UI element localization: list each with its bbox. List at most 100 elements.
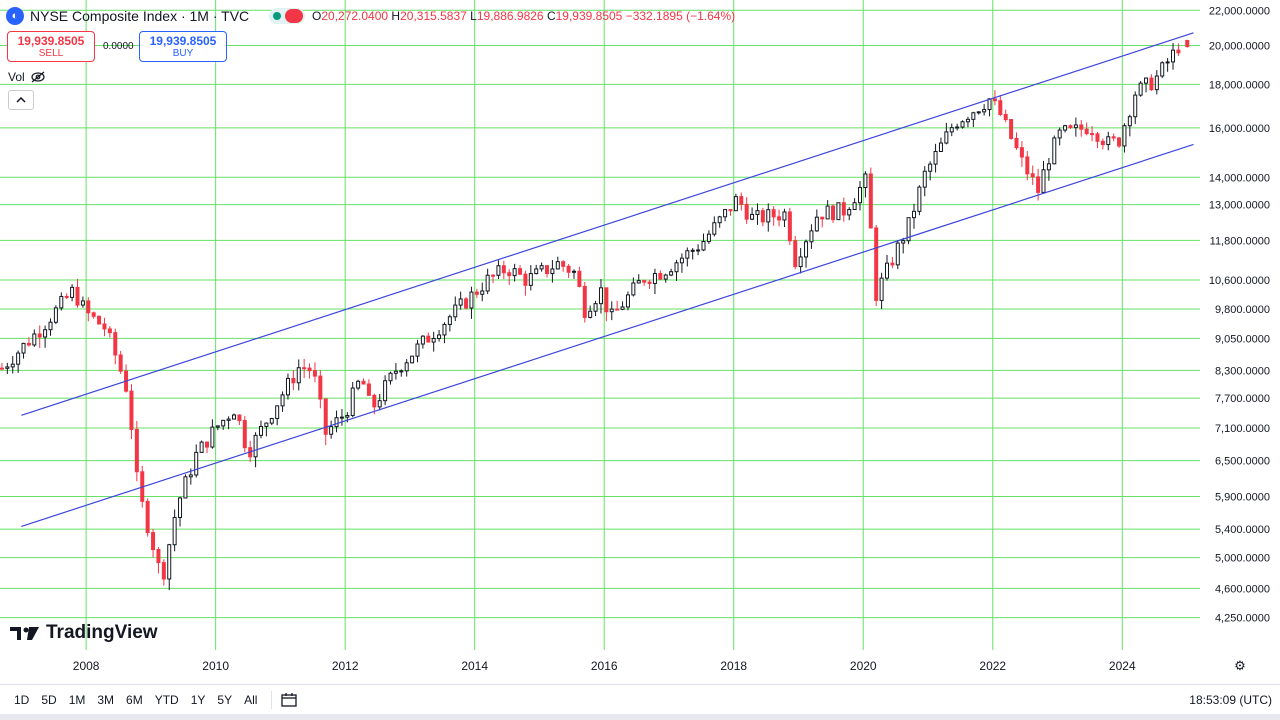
volume-legend: Vol — [8, 70, 45, 84]
tradingview-watermark: TradingView — [10, 622, 158, 644]
range-button-5d[interactable]: 5D — [41, 692, 57, 707]
candle-body — [361, 380, 366, 385]
sell-button[interactable]: 19,939.8505 SELL — [7, 31, 95, 62]
range-button-1m[interactable]: 1M — [68, 692, 86, 707]
candle-body — [604, 287, 609, 313]
candle-body — [852, 202, 857, 210]
y-tick-label: 5,400.0000 — [1215, 524, 1270, 536]
candle-body — [91, 312, 96, 317]
x-tick-label: 2022 — [979, 659, 1006, 673]
candle-body — [706, 233, 711, 243]
candle-body — [965, 118, 970, 123]
spread-value: 0.0000 — [103, 41, 134, 52]
status-icon[interactable] — [269, 8, 306, 24]
candle-body — [750, 213, 755, 220]
chevron-up-icon — [16, 97, 26, 103]
range-button-6m[interactable]: 6M — [126, 692, 143, 707]
candle-body — [652, 273, 657, 284]
candle-body — [102, 323, 107, 330]
symbol-title[interactable]: NYSE Composite Index · 1M · TVC — [30, 8, 250, 24]
candle-body — [868, 173, 873, 229]
candle-body — [922, 170, 927, 188]
candle-body — [178, 497, 183, 518]
candle-body — [1165, 61, 1170, 64]
candle-body — [210, 426, 215, 448]
upper-channel-line — [21, 32, 1194, 416]
candle-body — [388, 372, 393, 382]
candle-body — [474, 291, 479, 295]
candle-body — [16, 352, 21, 365]
low-value: 19,886.9826 — [476, 9, 544, 23]
candle-body — [70, 286, 75, 298]
candle-body — [944, 131, 949, 144]
y-tick-label: 5,900.0000 — [1215, 491, 1270, 503]
candle-body — [37, 333, 42, 338]
candle-body — [814, 216, 819, 232]
candle-body — [1090, 133, 1095, 136]
candle-body — [437, 334, 442, 339]
candle-body — [674, 262, 679, 273]
low-label: L — [470, 9, 477, 23]
candle-body — [215, 425, 220, 428]
candle-body — [151, 532, 156, 551]
change-value: −332.1895 (−1.64%) — [625, 9, 736, 23]
utc-clock[interactable]: 18:53:09 (UTC) — [1189, 692, 1272, 707]
candle-body — [307, 367, 312, 372]
candle-body — [0, 367, 4, 370]
y-tick-label: 7,100.0000 — [1215, 423, 1270, 435]
candle-body — [938, 142, 943, 152]
price-chart[interactable]: 22,000.0000 20,000.0000 18,000.0000 16,000.… — [0, 0, 1280, 684]
y-tick-label: 8,300.0000 — [1215, 365, 1270, 377]
candle-body — [172, 516, 177, 546]
range-button-1d[interactable]: 1D — [14, 692, 30, 707]
candle-body — [739, 196, 744, 205]
candle-body — [1185, 40, 1190, 48]
open-label: O — [312, 9, 322, 23]
candle-body — [393, 370, 398, 374]
candle-body — [53, 307, 58, 323]
range-button-3m[interactable]: 3M — [97, 692, 115, 707]
candle-body — [545, 265, 550, 275]
candle-body — [1068, 125, 1073, 129]
range-button-all[interactable]: All — [244, 692, 258, 707]
candle-body — [598, 287, 603, 305]
gear-icon[interactable]: ⚙ — [1234, 658, 1246, 673]
candle-body — [242, 420, 247, 449]
candle-body — [156, 549, 161, 564]
sell-price: 19,939.8505 — [17, 34, 85, 48]
candle-body — [485, 274, 490, 292]
candle-body — [858, 187, 863, 204]
candle-body — [399, 370, 404, 373]
candle-body — [237, 414, 242, 422]
candle-body — [507, 272, 512, 277]
x-tick-label: 2016 — [591, 659, 618, 673]
candle-body — [998, 100, 1003, 115]
range-button-1y[interactable]: 1Y — [190, 692, 206, 707]
candle-body — [879, 277, 884, 301]
candle-body — [334, 417, 339, 428]
collapse-legend-button[interactable] — [8, 90, 34, 110]
candle-body — [264, 422, 269, 427]
candle-body — [496, 265, 501, 276]
calendar-range-icon[interactable] — [280, 692, 298, 708]
candle-body — [777, 216, 782, 221]
close-label: C — [546, 9, 556, 23]
candle-body — [518, 268, 523, 275]
candle-body — [728, 209, 733, 212]
candle-body — [890, 262, 895, 266]
y-tick-label: 18,000.0000 — [1209, 79, 1270, 91]
eye-off-icon[interactable] — [31, 71, 45, 83]
y-tick-label: 13,000.0000 — [1209, 200, 1270, 212]
range-button-5y[interactable]: 5Y — [217, 692, 233, 707]
y-tick-label: 22,000.0000 — [1209, 5, 1270, 17]
candle-body — [679, 257, 684, 264]
buy-button[interactable]: 19,939.8505 BUY — [139, 31, 227, 62]
candle-body — [291, 377, 296, 384]
range-button-ytd[interactable]: YTD — [154, 692, 179, 707]
candle-body — [453, 304, 458, 318]
candle-body — [588, 310, 593, 318]
candle-body — [593, 303, 598, 312]
candle-body — [733, 196, 738, 212]
candle-body — [701, 241, 706, 251]
candle-body — [480, 290, 485, 295]
